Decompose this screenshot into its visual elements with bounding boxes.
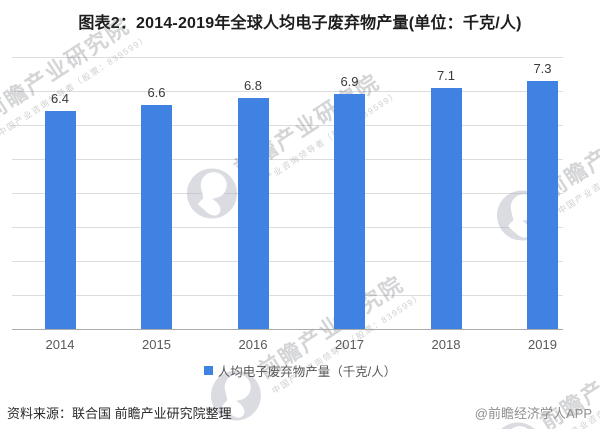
bar-value-label-2019: 7.3 [533, 60, 552, 76]
watermark-small-text: 中国产业咨询领导者（股票：839599） [246, 88, 401, 194]
bar-2015 [141, 104, 172, 329]
bar-value-label-2014: 6.4 [50, 91, 70, 107]
bar-2019 [527, 80, 558, 329]
legend-label: 人均电子废弃物产量（千克/人） [217, 364, 397, 379]
gridline-y-2 [12, 261, 563, 262]
gridline-y-6 [12, 125, 563, 126]
x-axis-label-2017: 2017 [335, 337, 364, 352]
gridline-y-1 [12, 295, 563, 296]
bar-2017 [334, 94, 365, 329]
x-axis-label-2019: 2019 [528, 337, 557, 352]
watermark-big-text: 前瞻产业研究院 [0, 12, 135, 126]
bar-2016 [237, 97, 269, 329]
bar-value-label-2015: 6.6 [147, 84, 166, 100]
gridline-y-7 [12, 91, 563, 92]
chart-legend: 人均电子废弃物产量（千克/人） [0, 362, 600, 379]
bar-2014 [44, 111, 76, 329]
gridline-y-8 [12, 57, 563, 58]
bar-value-label-2016: 6.8 [243, 77, 263, 93]
x-axis-label-2016: 2016 [238, 337, 268, 352]
legend-color-swatch-icon [203, 365, 213, 375]
x-axis-label-2018: 2018 [431, 337, 461, 352]
chart-title: 图表2：2014-2019年全球人均电子废弃物产量(单位：千克/人) [78, 15, 522, 32]
gridline-y-3 [12, 227, 563, 228]
x-axis-line [12, 329, 563, 330]
data-source-text: 资料来源：联合国 前瞻产业研究院整理 [7, 406, 232, 421]
credit-text: @前瞻经济学人APP [474, 406, 592, 421]
bar-value-label-2018: 7.1 [436, 67, 456, 83]
watermark-logo-group: 前瞻产业研究院 中国产业咨询领导者（股票：839599） [0, 2, 152, 172]
watermark-small-text: 中国产业咨询领导者（股票：839599） [556, 110, 600, 216]
bar-value-label-2017: 6.9 [340, 74, 359, 90]
x-axis-label-2015: 2015 [142, 337, 171, 352]
bar-2018 [430, 87, 462, 329]
gridline-y-4 [12, 193, 563, 194]
gridline-y-5 [12, 159, 563, 160]
x-axis-label-2014: 2014 [45, 337, 75, 352]
